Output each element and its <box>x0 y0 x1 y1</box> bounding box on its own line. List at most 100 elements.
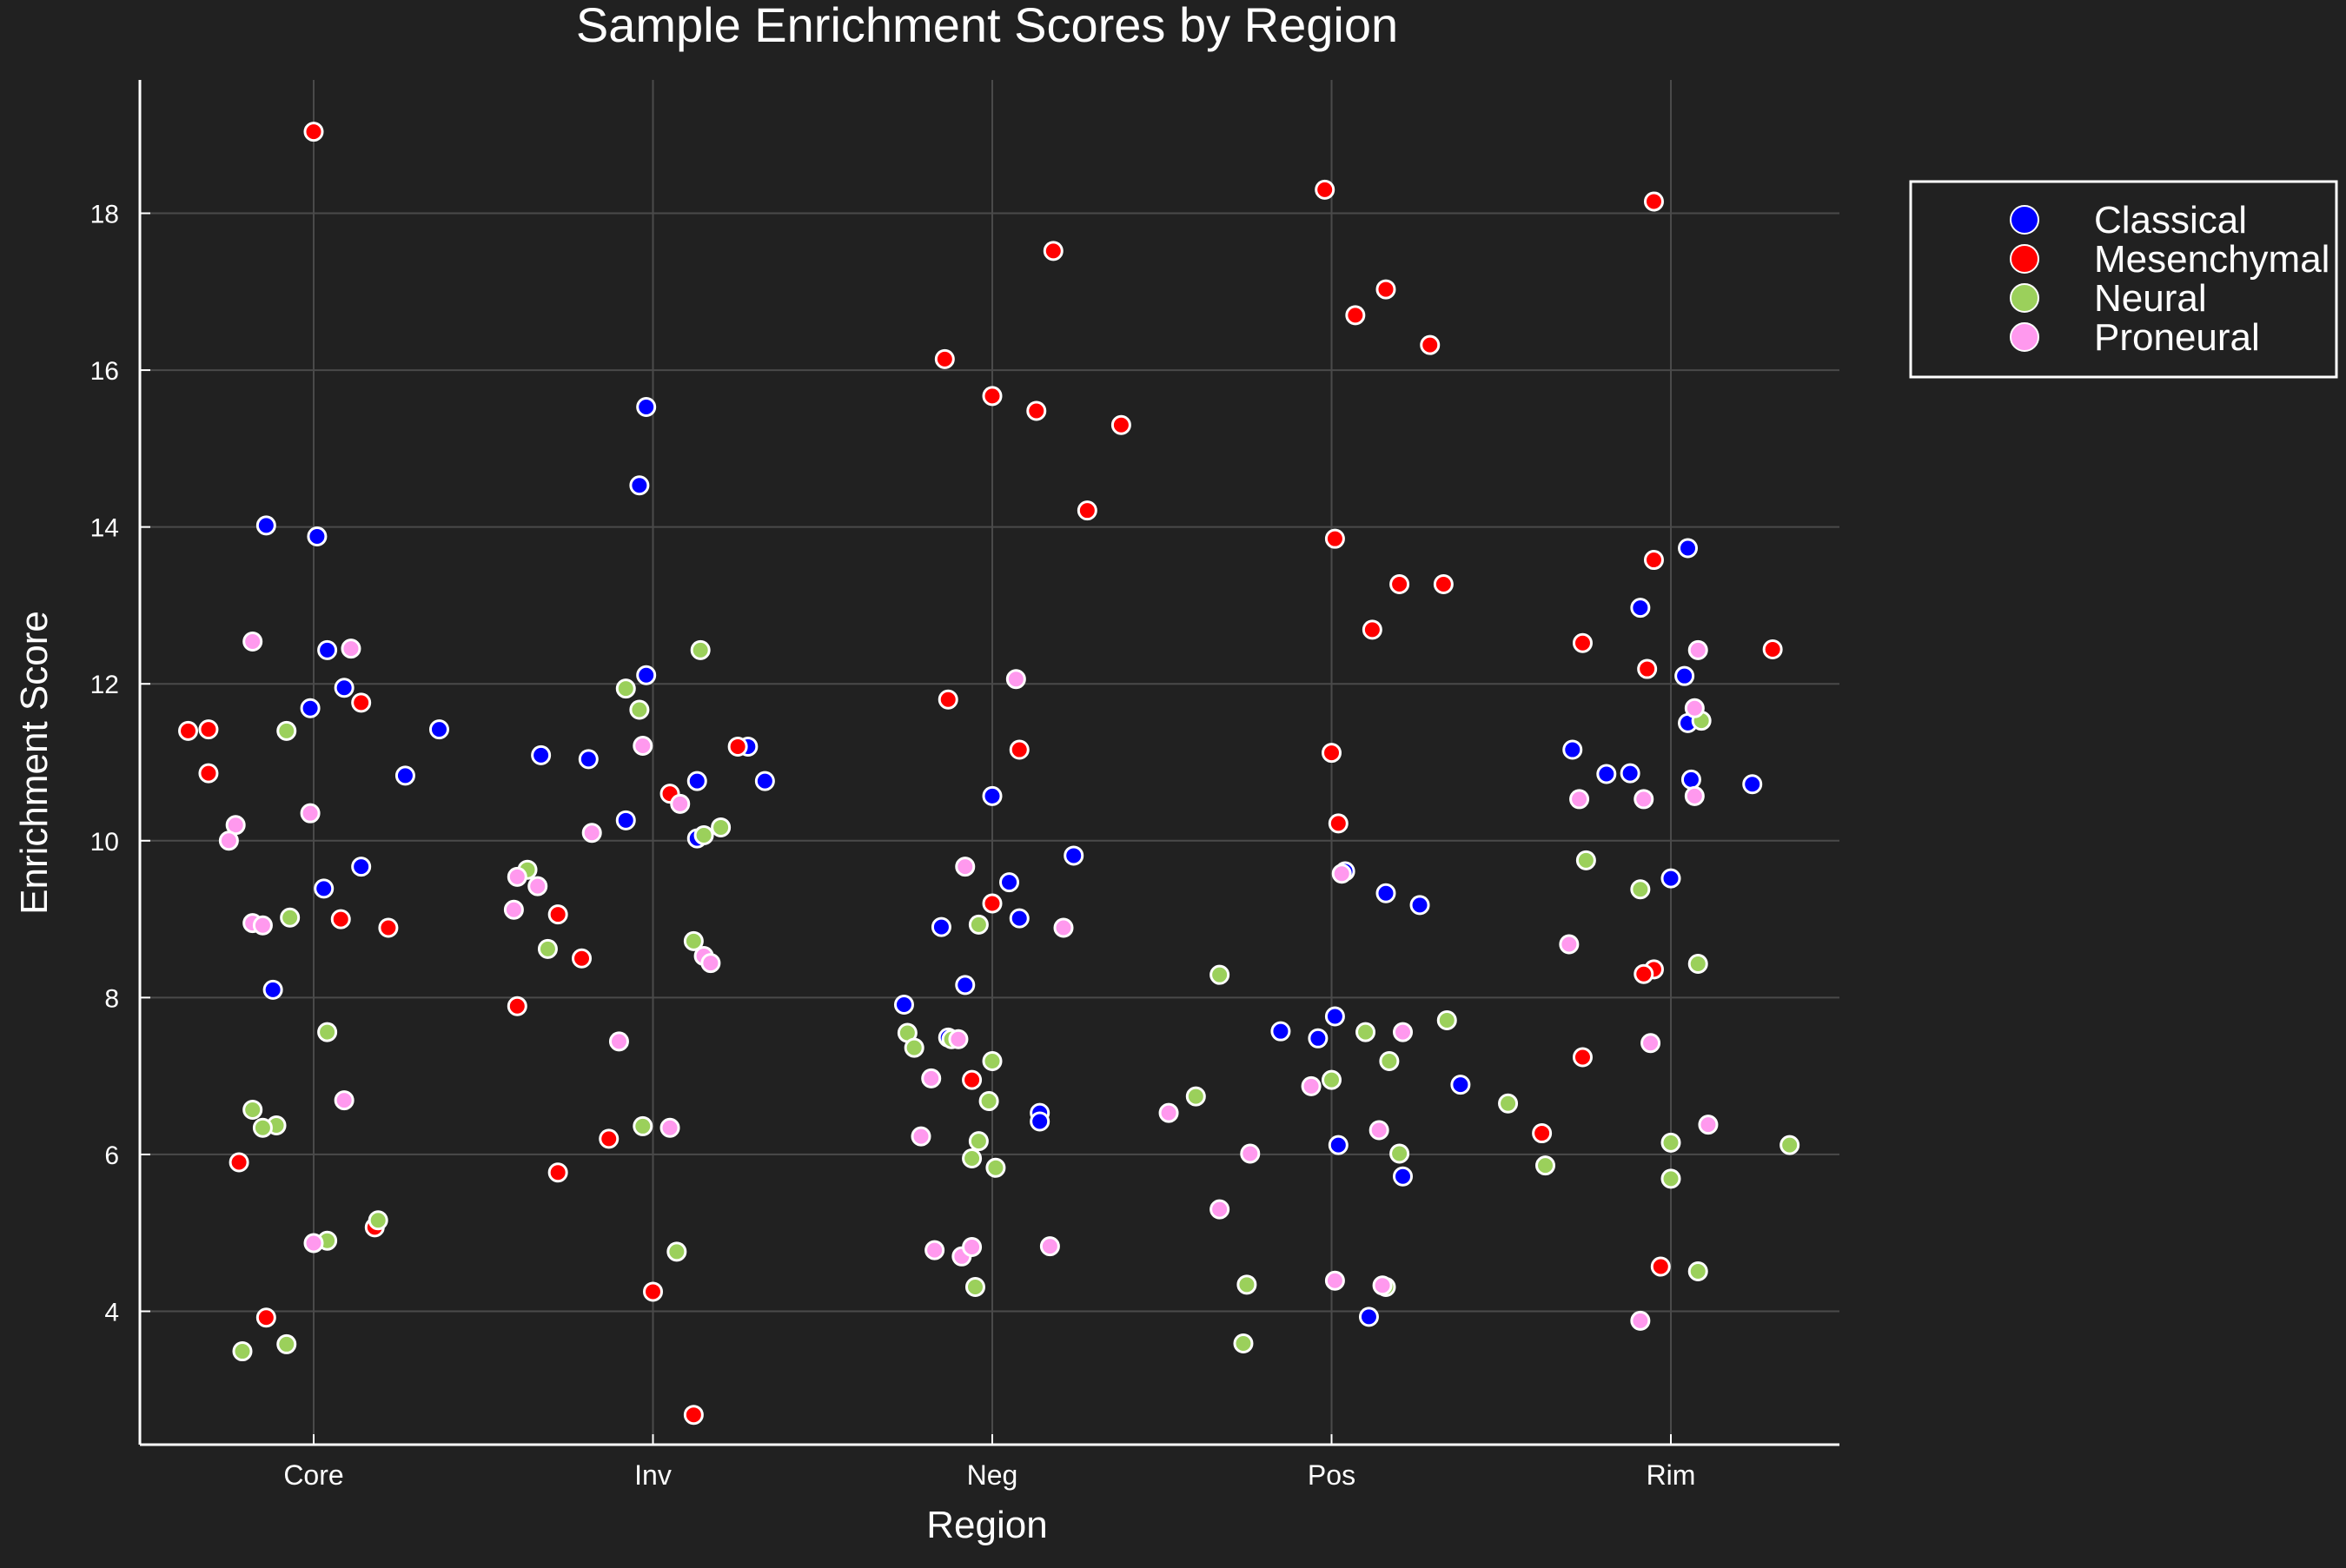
data-point <box>904 1037 924 1058</box>
data-point <box>727 736 748 757</box>
data-point <box>547 904 568 925</box>
data-point <box>1450 1075 1471 1095</box>
data-point <box>1372 1275 1393 1296</box>
data-point <box>1064 845 1084 866</box>
data-point <box>307 526 328 546</box>
data-point <box>334 678 355 698</box>
data-point <box>693 824 714 845</box>
data-point <box>924 1240 945 1260</box>
legend-label: Classical <box>2094 199 2247 241</box>
data-point <box>1322 1069 1342 1090</box>
data-point <box>1324 1270 1345 1291</box>
y-tick-label: 6 <box>104 1141 119 1170</box>
legend-marker <box>2010 244 2039 274</box>
data-point <box>276 1333 297 1354</box>
data-point <box>368 1210 388 1231</box>
data-point <box>921 1068 942 1088</box>
data-point <box>962 1236 983 1257</box>
axes <box>138 80 1839 1446</box>
legend-marker <box>2010 322 2039 352</box>
data-point <box>1420 334 1441 355</box>
data-point <box>198 763 219 784</box>
data-point <box>317 639 338 660</box>
data-point <box>608 1031 629 1052</box>
data-point <box>893 994 914 1015</box>
data-point <box>1233 1333 1254 1354</box>
data-point <box>1687 1260 1708 1281</box>
legend-box <box>1909 180 2338 379</box>
data-point <box>334 1090 355 1111</box>
data-point <box>1324 528 1345 549</box>
data-point <box>1110 414 1131 435</box>
data-point <box>178 720 199 741</box>
data-point <box>317 1022 338 1042</box>
data-point <box>1596 764 1617 784</box>
data-point <box>314 878 335 899</box>
data-point <box>262 979 283 1000</box>
data-point <box>1209 964 1230 985</box>
data-point <box>1379 1050 1400 1071</box>
y-tick-label: 10 <box>90 828 119 857</box>
data-point <box>1328 1135 1349 1155</box>
data-point <box>1270 1021 1291 1042</box>
data-point <box>962 1148 983 1168</box>
legend-label: Mesenchymal <box>2094 238 2329 281</box>
data-point <box>686 771 707 791</box>
data-point <box>690 639 711 660</box>
data-point <box>1308 1028 1329 1049</box>
data-point <box>1660 1168 1681 1189</box>
data-point <box>218 830 239 851</box>
data-point <box>351 857 372 877</box>
data-point <box>229 1152 249 1173</box>
data-point <box>1030 1111 1050 1132</box>
data-point <box>1559 934 1580 955</box>
y-tick-label: 14 <box>90 514 119 543</box>
data-point <box>1684 785 1705 806</box>
data-point <box>633 1115 653 1136</box>
data-point <box>1039 1236 1060 1257</box>
data-point <box>962 1069 983 1090</box>
data-point <box>1393 1166 1414 1187</box>
series-mesenchymal <box>178 122 1783 1426</box>
data-point <box>1575 850 1596 870</box>
legend-marker <box>2010 205 2039 235</box>
legend-marker <box>2010 283 2039 313</box>
data-point <box>1393 1022 1414 1042</box>
y-axis-label: Enrichment Score <box>13 611 56 915</box>
data-point <box>911 1126 931 1147</box>
data-point <box>982 785 1003 806</box>
data-point <box>232 1341 253 1362</box>
data-point <box>1209 1199 1230 1220</box>
data-point <box>531 744 552 765</box>
data-point <box>599 1128 620 1149</box>
data-point <box>252 1117 273 1138</box>
data-point <box>629 475 650 496</box>
data-point <box>303 1233 324 1254</box>
data-point <box>1498 1093 1519 1114</box>
data-point <box>252 915 273 936</box>
data-point <box>1630 598 1651 619</box>
data-point <box>578 749 599 770</box>
data-point <box>1535 1155 1556 1176</box>
data-point <box>1637 658 1658 679</box>
data-point <box>1375 883 1396 903</box>
x-tick-label: Pos <box>1308 1459 1355 1491</box>
data-point <box>1358 1307 1379 1327</box>
data-point <box>242 631 263 652</box>
legend-label: Proneural <box>2094 316 2260 359</box>
data-point <box>1634 789 1654 810</box>
data-point <box>303 122 324 142</box>
data-point <box>1053 917 1074 938</box>
data-point <box>1762 638 1783 659</box>
data-point <box>503 899 524 920</box>
data-point <box>255 1307 276 1328</box>
data-point <box>1687 639 1708 660</box>
data-point <box>1569 789 1590 810</box>
series-neural <box>232 639 1800 1362</box>
data-point <box>643 1281 663 1302</box>
data-point <box>1630 879 1651 900</box>
data-point <box>1324 1006 1345 1027</box>
data-point <box>1678 538 1699 559</box>
